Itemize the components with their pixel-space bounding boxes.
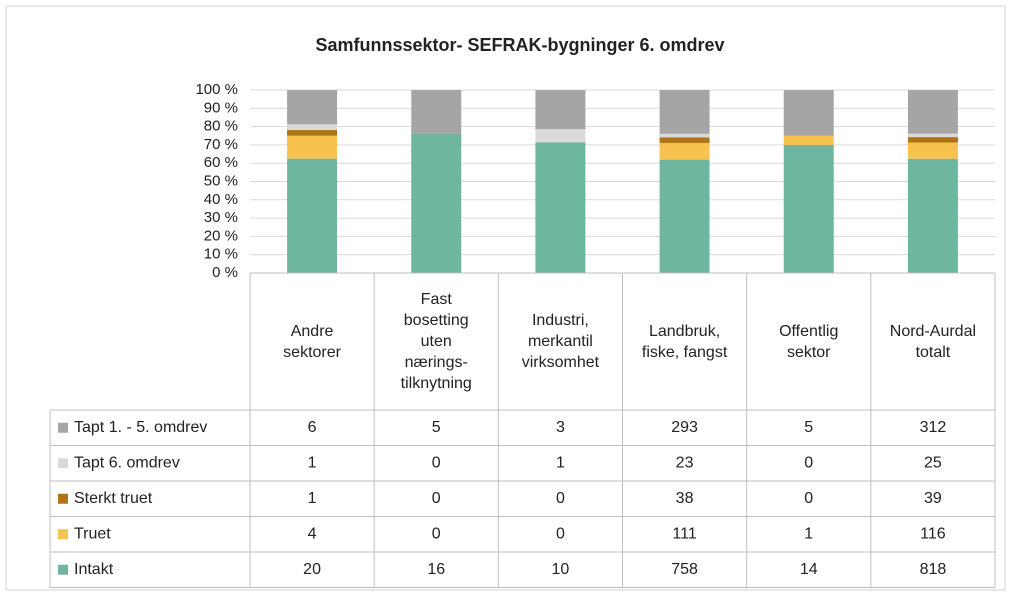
category-cell: Andre sektorer xyxy=(250,273,374,410)
y-tick-label: 50 % xyxy=(204,172,238,189)
table-value: 0 xyxy=(804,454,813,471)
x-tick-label: Andre sektorer xyxy=(250,273,374,410)
table-value: 0 xyxy=(804,490,813,507)
category-cell: Industri, merkantil virksomhet xyxy=(498,273,622,410)
table-value: 20 xyxy=(303,561,321,578)
category-text: Nord-Aurdal totalt xyxy=(889,322,977,361)
legend-label: Tapt 6. omdrev xyxy=(74,454,180,471)
table-value: 818 xyxy=(920,561,947,578)
category-text: Offentlig sektor xyxy=(779,322,839,361)
table-value: 14 xyxy=(800,561,818,578)
table-value: 38 xyxy=(676,490,694,507)
bar-segment xyxy=(411,133,462,273)
legend-label: Intakt xyxy=(74,561,114,578)
legend-key xyxy=(58,493,68,504)
table-value: 25 xyxy=(924,454,942,471)
table-value: 312 xyxy=(920,419,947,436)
table-value: 1 xyxy=(308,454,317,471)
category-cell: Fast bosetting uten nærings-tilknytning xyxy=(374,273,498,410)
bar-segment xyxy=(783,135,834,145)
table-value: 1 xyxy=(804,525,813,542)
table-value: 1 xyxy=(556,454,565,471)
bar-segment xyxy=(659,137,710,143)
table-value: 5 xyxy=(804,419,813,436)
table-value: 0 xyxy=(432,490,441,507)
table-value: 3 xyxy=(556,419,565,436)
bar-segment xyxy=(907,133,958,138)
bar-segment xyxy=(287,130,338,136)
bar-segment xyxy=(287,90,338,125)
chart-frame xyxy=(5,5,1006,591)
x-tick-label: Nord-Aurdal totalt xyxy=(871,273,995,410)
legend-label: Sterkt truet xyxy=(74,490,153,507)
bar-segment xyxy=(907,158,958,273)
table-value: 5 xyxy=(432,419,441,436)
table-value: 39 xyxy=(924,490,942,507)
bar-segment xyxy=(783,144,834,273)
table-value: 1 xyxy=(308,490,317,507)
y-tick-label: 40 % xyxy=(204,191,238,208)
bar-segment xyxy=(287,135,338,159)
bar-segment xyxy=(659,142,710,160)
y-tick-label: 100 % xyxy=(195,81,238,98)
x-tick-label: Offentlig sektor xyxy=(747,273,871,410)
y-tick-label: 70 % xyxy=(204,136,238,153)
bar-segment xyxy=(535,129,586,143)
bar-segment xyxy=(907,137,958,143)
bar-segment xyxy=(659,133,710,138)
table-value: 10 xyxy=(552,561,570,578)
y-tick-label: 90 % xyxy=(204,99,238,116)
x-tick-label: Landbruk, fiske, fangst xyxy=(623,273,747,410)
table-value: 16 xyxy=(427,561,445,578)
bar-segment xyxy=(287,158,338,273)
bar-segment xyxy=(287,124,338,131)
category-cell: Nord-Aurdal totalt xyxy=(871,273,995,410)
bar-segment xyxy=(659,90,710,134)
y-tick-label: 60 % xyxy=(204,154,238,171)
bar-segment xyxy=(659,159,710,273)
y-tick-label: 80 % xyxy=(204,118,238,135)
table-value: 0 xyxy=(432,525,441,542)
table-value: 116 xyxy=(920,525,946,542)
bar-segment xyxy=(535,90,586,130)
table-value: 293 xyxy=(671,419,698,436)
bar-segment xyxy=(411,90,462,134)
y-tick-label: 0 % xyxy=(212,264,238,281)
legend-key xyxy=(58,422,68,433)
y-tick-label: 20 % xyxy=(204,227,238,244)
bar-segment xyxy=(535,142,586,273)
y-tick-label: 30 % xyxy=(204,209,238,226)
table-value: 0 xyxy=(556,490,565,507)
legend-key xyxy=(58,529,68,540)
chart-title: Samfunnssektor- SEFRAK-bygninger 6. omdr… xyxy=(315,35,724,55)
category-cell: Offentlig sektor xyxy=(747,273,871,410)
table-value: 4 xyxy=(308,525,317,542)
bar-segment xyxy=(907,142,958,159)
legend-key xyxy=(58,564,68,575)
legend-key xyxy=(58,458,68,469)
table-value: 758 xyxy=(671,561,698,578)
bar-segment xyxy=(783,90,834,136)
bar-segment xyxy=(907,90,958,134)
category-text: Industri, merkantil virksomhet xyxy=(521,312,600,371)
table-value: 111 xyxy=(672,525,696,542)
category-text: Andre sektorer xyxy=(283,322,341,361)
category-text: Fast bosetting uten nærings-tilknytning xyxy=(400,291,472,392)
category-cell: Landbruk, fiske, fangst xyxy=(623,273,747,410)
y-tick-label: 10 % xyxy=(204,246,238,263)
table-value: 0 xyxy=(432,454,441,471)
table-value: 0 xyxy=(556,525,565,542)
x-tick-label: Industri, merkantil virksomhet xyxy=(498,273,622,410)
table-value: 6 xyxy=(308,419,317,436)
x-tick-label: Fast bosetting uten nærings-tilknytning xyxy=(374,273,498,410)
category-text: Landbruk, fiske, fangst xyxy=(641,322,728,361)
legend-label: Truet xyxy=(74,525,111,542)
table-value: 23 xyxy=(676,454,694,471)
legend-label: Tapt 1. - 5. omdrev xyxy=(74,419,207,436)
